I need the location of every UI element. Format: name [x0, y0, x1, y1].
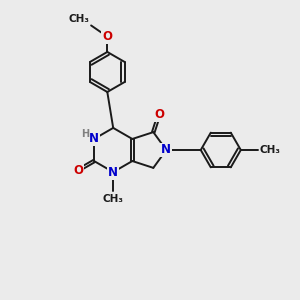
- Text: O: O: [73, 164, 83, 177]
- Text: N: N: [89, 133, 99, 146]
- Text: O: O: [102, 30, 112, 43]
- Text: N: N: [161, 143, 171, 157]
- Text: H: H: [81, 129, 89, 139]
- Text: CH₃: CH₃: [103, 194, 124, 204]
- Text: CH₃: CH₃: [259, 145, 280, 155]
- Text: N: N: [108, 166, 118, 178]
- Text: CH₃: CH₃: [69, 14, 90, 24]
- Text: O: O: [154, 108, 164, 121]
